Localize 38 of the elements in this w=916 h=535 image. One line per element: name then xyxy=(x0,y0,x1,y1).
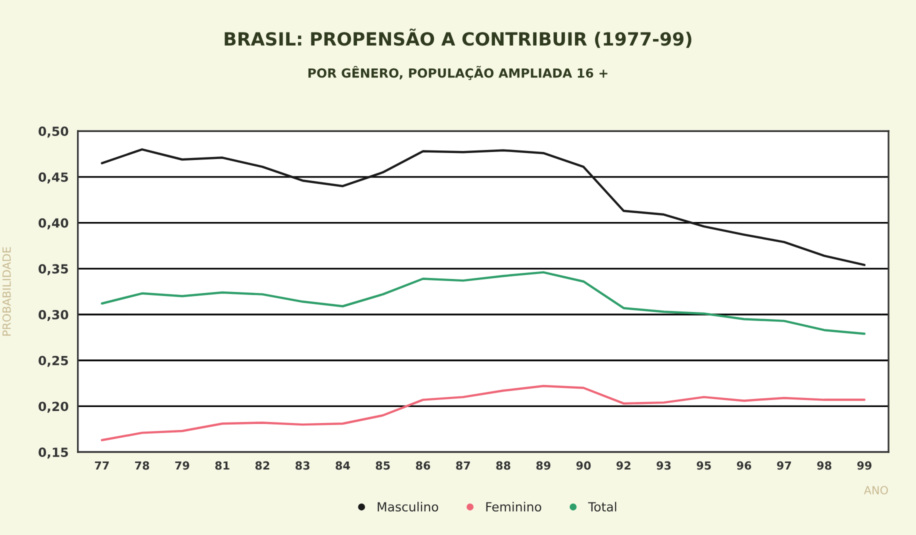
y-tick-label: 0,25 xyxy=(38,356,68,367)
x-tick-label: 95 xyxy=(696,461,711,470)
x-tick-label: 88 xyxy=(496,461,510,470)
legend-label: Feminino xyxy=(486,502,542,512)
y-tick-label: 0,20 xyxy=(38,402,68,413)
x-tick-label: 85 xyxy=(376,461,390,470)
line-series xyxy=(100,384,866,442)
line-series xyxy=(100,271,866,335)
legend-label: Masculino xyxy=(378,502,438,512)
chart-subtitle: POR GÊNERO, POPULAÇÃO AMPLIADA 16 + xyxy=(308,66,608,80)
x-tick-label: 79 xyxy=(175,461,190,470)
y-tick-label: 0,40 xyxy=(38,218,68,230)
x-tick-label: 93 xyxy=(656,461,671,470)
line-series xyxy=(100,148,866,266)
x-tick-label: 84 xyxy=(336,461,350,470)
y-axis-title: PROBABILIDADE xyxy=(2,247,11,336)
x-tick-label: 97 xyxy=(777,461,792,470)
y-tick-label: 0,15 xyxy=(38,448,68,459)
x-tick-label: 92 xyxy=(616,461,630,470)
x-tick-label: 96 xyxy=(736,461,752,470)
x-tick-label: 77 xyxy=(94,461,109,470)
x-tick-label: 78 xyxy=(135,461,150,470)
x-tick-label: 86 xyxy=(416,461,430,470)
x-tick-label: 98 xyxy=(817,461,832,470)
y-tick-label: 0,45 xyxy=(38,172,68,184)
x-tick-label: 82 xyxy=(255,461,270,470)
legend-label: Total xyxy=(588,502,616,512)
x-tick-label: 90 xyxy=(576,461,591,470)
y-tick-label: 0,35 xyxy=(38,264,68,276)
y-tick-label: 0,30 xyxy=(38,310,68,322)
y-tick-label: 0,50 xyxy=(38,126,68,138)
x-tick-label: 81 xyxy=(215,461,230,470)
x-tick-label: 89 xyxy=(536,461,550,470)
x-tick-label: 87 xyxy=(456,461,470,470)
chart-title: BRASIL: PROPENSÃO A CONTRIBUIR (1977-99) xyxy=(224,28,692,48)
x-tick-label: 99 xyxy=(857,461,872,470)
x-tick-label: 83 xyxy=(296,461,310,470)
x-axis-title: ANO xyxy=(864,486,888,494)
